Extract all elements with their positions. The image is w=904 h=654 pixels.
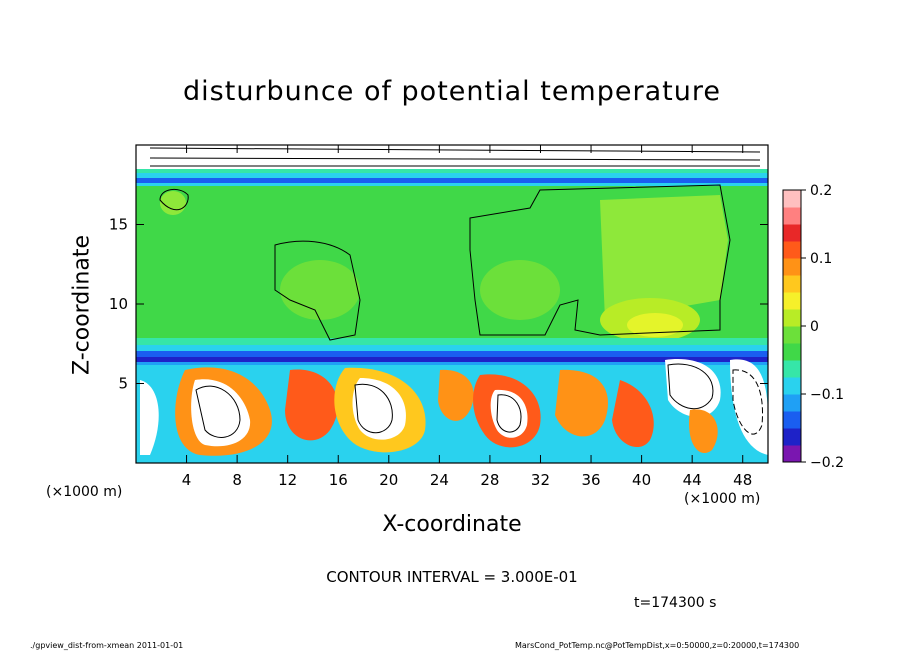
top-band xyxy=(136,173,768,178)
x-tick-label: 28 xyxy=(480,471,499,489)
mid-band xyxy=(136,351,768,357)
x-axis-label: X-coordinate xyxy=(382,512,522,537)
warm-patch xyxy=(600,195,728,320)
plume-warm xyxy=(438,369,474,421)
plume-core xyxy=(191,379,251,447)
y-tick-label: 10 xyxy=(109,295,128,313)
colorbar-swatch xyxy=(783,411,801,429)
top-band xyxy=(136,178,768,183)
mid-band xyxy=(136,362,768,365)
warm-patch xyxy=(480,260,560,320)
top-band xyxy=(136,183,768,186)
colorbar-swatch xyxy=(783,224,801,242)
x-tick-label: 44 xyxy=(683,471,702,489)
footer-right: MarsCond_PotTemp.nc@PotTempDist,x=0:5000… xyxy=(515,641,800,650)
warm-patch xyxy=(280,260,360,320)
colorbar-tick-label: 0.1 xyxy=(810,251,832,267)
plume-core xyxy=(665,359,721,417)
warm-patch xyxy=(160,191,186,215)
x-tick-label: 24 xyxy=(430,471,449,489)
footer-left: ./gpview_dist-from-xmean 2011-01-01 xyxy=(30,641,184,650)
colorbar: 0.2 0.1 0 −0.1 −0.2 xyxy=(782,183,844,471)
plume-warm xyxy=(689,409,718,454)
colorbar-tick-label: −0.2 xyxy=(810,455,844,471)
mid-band xyxy=(136,357,768,362)
chart-title: disturbunce of potential temperature xyxy=(183,76,721,107)
x-unit-label-right: (×1000 m) xyxy=(684,491,761,507)
contour-interval-annotation: CONTOUR INTERVAL = 3.000E-01 xyxy=(326,568,578,586)
x-tick-label: 32 xyxy=(531,471,550,489)
colorbar-tick-label: 0 xyxy=(810,319,819,335)
colorbar-swatch xyxy=(783,343,801,361)
x-tick-label: 40 xyxy=(632,471,651,489)
plume-warm xyxy=(612,380,654,448)
x-tick-label: 48 xyxy=(733,471,752,489)
time-label: t=174300 s xyxy=(634,595,717,611)
x-tick-label: 20 xyxy=(379,471,398,489)
colorbar-swatch xyxy=(783,275,801,293)
colorbar-tick-label: −0.1 xyxy=(810,387,844,403)
y-tick-label: 5 xyxy=(118,375,128,393)
colorbar-swatch xyxy=(783,360,801,378)
top-band xyxy=(136,169,768,173)
mid-band xyxy=(136,338,768,345)
x-tick-label: 8 xyxy=(232,471,242,489)
contour-lines xyxy=(149,147,764,438)
y-axis-label: Z-coordinate xyxy=(69,235,95,375)
x-tick-label: 16 xyxy=(329,471,348,489)
x-axis: 4 8 12 16 20 24 28 32 36 40 44 48 xyxy=(182,145,752,489)
plume-core xyxy=(490,389,528,438)
mid-band xyxy=(136,345,768,351)
y-tick-label: 15 xyxy=(109,216,128,234)
plume-core xyxy=(352,378,406,440)
y-axis: 5 10 15 xyxy=(109,216,768,393)
colorbar-swatch xyxy=(783,258,801,276)
colorbar-swatch xyxy=(783,241,801,259)
colorbar-swatch xyxy=(783,326,801,344)
plume-warm xyxy=(555,369,608,437)
colorbar-swatch xyxy=(783,207,801,225)
colorbar-swatch xyxy=(783,394,801,412)
x-tick-label: 4 xyxy=(182,471,192,489)
x-tick-label: 12 xyxy=(278,471,297,489)
colorbar-swatch xyxy=(783,377,801,395)
colorbar-tick-label: 0.2 xyxy=(810,183,832,199)
colorbar-swatch xyxy=(783,445,801,463)
colorbar-swatch xyxy=(783,190,801,208)
plume-core xyxy=(140,380,159,455)
warm-patch xyxy=(627,313,683,337)
plume-core xyxy=(730,359,768,455)
heatmap-field xyxy=(136,145,768,463)
colorbar-swatch xyxy=(783,309,801,327)
colorbar-swatch xyxy=(783,428,801,446)
colorbar-swatch xyxy=(783,292,801,310)
x-unit-label-left: (×1000 m) xyxy=(46,484,123,500)
x-tick-label: 36 xyxy=(581,471,600,489)
plume-warm xyxy=(285,369,338,441)
